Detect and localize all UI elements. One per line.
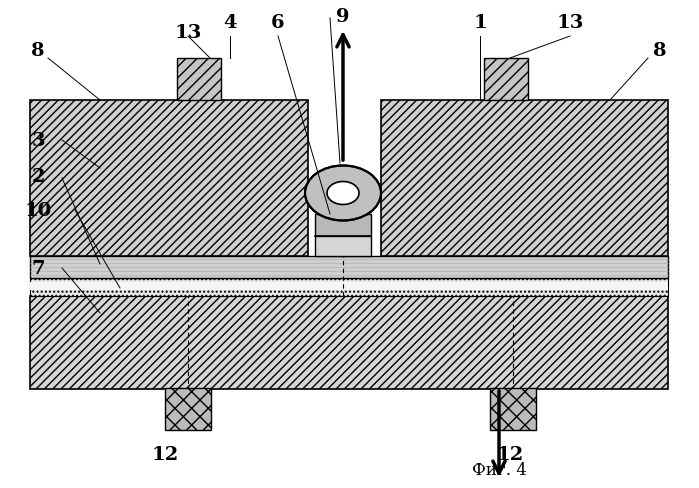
Bar	[490, 388, 536, 430]
Text: 4: 4	[223, 14, 237, 32]
Text: 13: 13	[556, 14, 584, 32]
Bar	[315, 237, 371, 257]
Text: 8: 8	[654, 42, 667, 60]
Text: 6: 6	[271, 14, 284, 32]
Ellipse shape	[327, 182, 359, 205]
Text: Фиг. 4: Фиг. 4	[472, 462, 526, 479]
Bar	[484, 59, 528, 101]
Text: 2: 2	[31, 168, 45, 185]
Bar	[30, 296, 668, 389]
Bar	[30, 101, 308, 257]
Text: 10: 10	[24, 202, 52, 220]
Bar	[381, 101, 668, 257]
Bar	[177, 59, 221, 101]
Ellipse shape	[305, 166, 381, 221]
Text: 12: 12	[496, 445, 524, 463]
Text: 12: 12	[152, 445, 179, 463]
Bar	[30, 283, 668, 290]
Text: 8: 8	[31, 42, 45, 60]
Bar	[315, 215, 371, 237]
Text: 7: 7	[31, 260, 45, 278]
Text: 1: 1	[473, 14, 487, 32]
Text: 9: 9	[336, 8, 350, 26]
Bar	[30, 257, 668, 279]
Ellipse shape	[305, 166, 381, 221]
Bar	[165, 388, 211, 430]
Text: 13: 13	[174, 24, 202, 42]
Text: 3: 3	[31, 132, 45, 150]
Bar	[30, 279, 668, 296]
